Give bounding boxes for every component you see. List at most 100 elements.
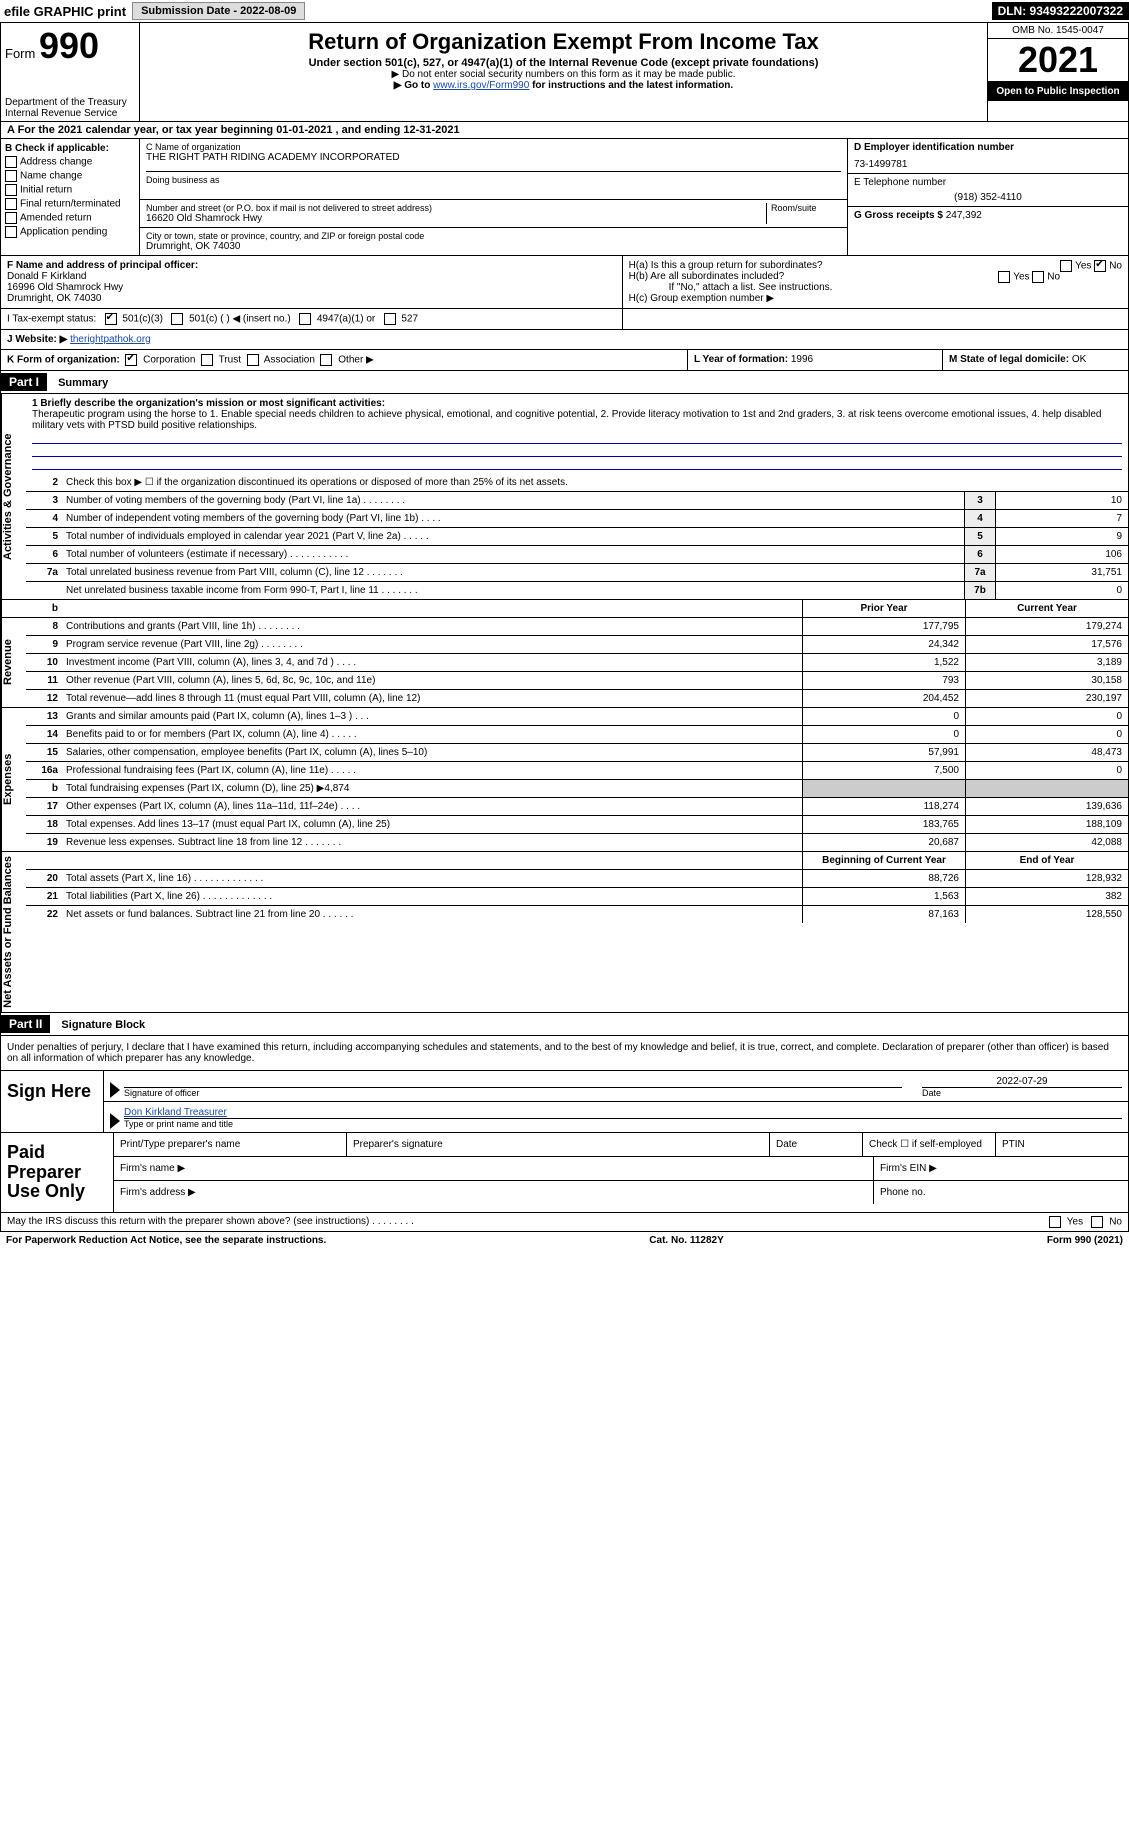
line-box: 6 (964, 546, 995, 563)
form-subtitle: Under section 501(c), 527, or 4947(a)(1)… (144, 57, 983, 69)
chk-initial-return[interactable]: Initial return (5, 184, 135, 196)
chk-amended-return[interactable]: Amended return (5, 212, 135, 224)
line-text: Net unrelated business taxable income fr… (62, 582, 964, 599)
omb-number: OMB No. 1545-0047 (988, 23, 1128, 39)
prior-val: 24,342 (802, 636, 965, 653)
dept-label: Department of the Treasury (5, 97, 135, 108)
curr-val: 128,932 (965, 870, 1128, 887)
line-text: Other revenue (Part VIII, column (A), li… (62, 672, 802, 689)
gov-row: 5Total number of individuals employed in… (26, 528, 1128, 546)
line-num: 7a (26, 564, 62, 581)
rev-row: 11Other revenue (Part VIII, column (A), … (26, 672, 1128, 690)
curr-val: 230,197 (965, 690, 1128, 707)
line-num: 21 (26, 888, 62, 905)
preparer-row-3: Firm's address ▶ Phone no. (114, 1181, 1128, 1204)
col-c: C Name of organization THE RIGHT PATH RI… (140, 139, 847, 255)
chk-501c[interactable] (171, 313, 183, 325)
row-i: I Tax-exempt status: 501(c)(3) 501(c) ( … (0, 309, 1129, 330)
line-val: 10 (995, 492, 1128, 509)
net-row: 21Total liabilities (Part X, line 26) . … (26, 888, 1128, 906)
chk-name-change[interactable]: Name change (5, 170, 135, 182)
rev-row: 10Investment income (Part VIII, column (… (26, 654, 1128, 672)
chk-other[interactable] (320, 354, 332, 366)
chk-discuss-yes[interactable] (1049, 1216, 1061, 1228)
chk-trust[interactable] (201, 354, 213, 366)
prior-val: 1,522 (802, 654, 965, 671)
exp-row: 15Salaries, other compensation, employee… (26, 744, 1128, 762)
form-footer: Form 990 (2021) (1047, 1235, 1123, 1246)
exp-row: 19Revenue less expenses. Subtract line 1… (26, 834, 1128, 851)
line-num: 11 (26, 672, 62, 689)
mission-block: 1 Briefly describe the organization's mi… (26, 394, 1128, 474)
line-text: Benefits paid to or for members (Part IX… (62, 726, 802, 743)
header-right: OMB No. 1545-0047 2021 Open to Public In… (987, 23, 1128, 121)
line-text: Total liabilities (Part X, line 26) . . … (62, 888, 802, 905)
form-title: Return of Organization Exempt From Incom… (144, 29, 983, 55)
triangle-icon (110, 1113, 120, 1129)
line-num: 3 (26, 492, 62, 509)
line-val: 31,751 (995, 564, 1128, 581)
h-continued (623, 309, 1128, 329)
chk-address-change[interactable]: Address change (5, 156, 135, 168)
curr-val: 3,189 (965, 654, 1128, 671)
officer-name[interactable]: Don Kirkland Treasurer (124, 1107, 227, 1118)
line-text: Professional fundraising fees (Part IX, … (62, 762, 802, 779)
chk-discuss-no[interactable] (1091, 1216, 1103, 1228)
sidebar-expenses: Expenses (1, 708, 26, 851)
chk-corporation[interactable] (125, 354, 137, 366)
prior-val: 20,687 (802, 834, 965, 851)
curr-val: 188,109 (965, 816, 1128, 833)
line-text: Net assets or fund balances. Subtract li… (62, 906, 802, 923)
line-text: Number of voting members of the governin… (62, 492, 964, 509)
line-box: 3 (964, 492, 995, 509)
chk-association[interactable] (247, 354, 259, 366)
line-text: Number of independent voting members of … (62, 510, 964, 527)
line-text: Total fundraising expenses (Part IX, col… (62, 780, 802, 797)
klm-right: L Year of formation: 1996 M State of leg… (687, 350, 1128, 370)
topbar: efile GRAPHIC print Submission Date - 20… (0, 0, 1129, 23)
line-num: 14 (26, 726, 62, 743)
line-text: Revenue less expenses. Subtract line 18 … (62, 834, 802, 851)
curr-val: 42,088 (965, 834, 1128, 851)
curr-val: 17,576 (965, 636, 1128, 653)
rev-row: 12Total revenue—add lines 8 through 11 (… (26, 690, 1128, 707)
curr-val: 128,550 (965, 906, 1128, 923)
line-val: 106 (995, 546, 1128, 563)
submission-date-button[interactable]: Submission Date - 2022-08-09 (132, 2, 305, 20)
website-link[interactable]: therightpathok.org (70, 334, 151, 345)
revenue-block: Revenue 8Contributions and grants (Part … (0, 618, 1129, 708)
line-text: Salaries, other compensation, employee b… (62, 744, 802, 761)
line-box: 5 (964, 528, 995, 545)
chk-application-pending[interactable]: Application pending (5, 226, 135, 238)
line-text: Total number of volunteers (estimate if … (62, 546, 964, 563)
chk-4947[interactable] (299, 313, 311, 325)
line-num: 16a (26, 762, 62, 779)
no-ssn-note: ▶ Do not enter social security numbers o… (144, 69, 983, 80)
chk-final-return[interactable]: Final return/terminated (5, 198, 135, 210)
chk-527[interactable] (384, 313, 396, 325)
form-header: Form 990 Department of the Treasury Inte… (0, 23, 1129, 122)
irs-link[interactable]: www.irs.gov/Form990 (433, 80, 529, 91)
col-de: D Employer identification number 73-1499… (847, 139, 1128, 255)
paid-preparer-label: Paid Preparer Use Only (1, 1133, 114, 1212)
paid-preparer-content: Print/Type preparer's name Preparer's si… (114, 1133, 1128, 1212)
line-text: Total unrelated business revenue from Pa… (62, 564, 964, 581)
line-num: 18 (26, 816, 62, 833)
prior-val: 118,274 (802, 798, 965, 815)
row-fh: F Name and address of principal officer:… (0, 256, 1129, 309)
goto-line: ▶ Go to www.irs.gov/Form990 for instruct… (144, 80, 983, 91)
sign-here-label: Sign Here (1, 1071, 104, 1132)
gross-receipts-cell: G Gross receipts $ 247,392 (848, 207, 1128, 224)
exp-row: 14Benefits paid to or for members (Part … (26, 726, 1128, 744)
chk-501c3[interactable] (105, 313, 117, 325)
paid-preparer-block: Paid Preparer Use Only Print/Type prepar… (0, 1133, 1129, 1213)
rev-row: 9Program service revenue (Part VIII, lin… (26, 636, 1128, 654)
line-num: 19 (26, 834, 62, 851)
line-text: Grants and similar amounts paid (Part IX… (62, 708, 802, 725)
open-public-badge: Open to Public Inspection (988, 82, 1128, 101)
curr-val (965, 780, 1128, 797)
prior-val: 0 (802, 708, 965, 725)
net-row: 20Total assets (Part X, line 16) . . . .… (26, 870, 1128, 888)
line-box: 7b (964, 582, 995, 599)
line-text: Total assets (Part X, line 16) . . . . .… (62, 870, 802, 887)
